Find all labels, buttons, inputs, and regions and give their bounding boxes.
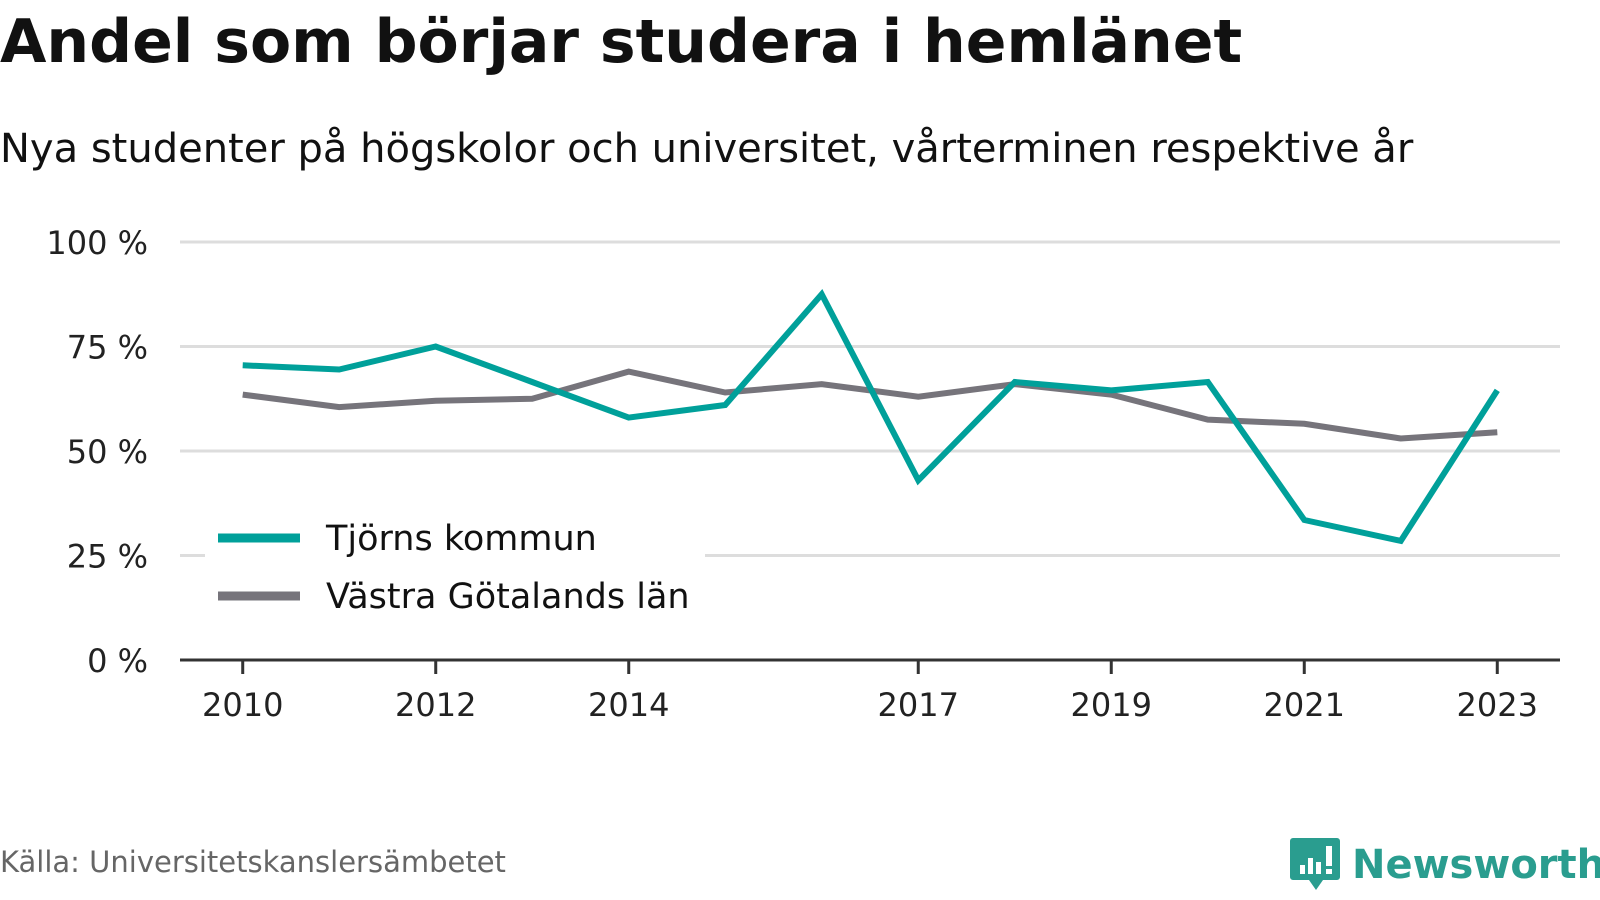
y-axis-ticks: 0 % 25 % 50 % 75 % 100 % <box>46 224 148 680</box>
series-lines <box>242 289 1500 545</box>
brand-name: Newsworthy <box>1352 842 1600 888</box>
x-tick-label: 2010 <box>202 686 283 724</box>
x-tick-label: 2012 <box>395 686 476 724</box>
newsworthy-logo-icon <box>1290 838 1340 890</box>
x-tick-label: 2017 <box>878 686 959 724</box>
series-line <box>242 289 1500 545</box>
x-tick-label: 2021 <box>1264 686 1345 724</box>
chart-title: Andel som börjar studera i hemlänet <box>0 7 1242 77</box>
y-tick-label: 75 % <box>67 329 148 367</box>
legend: Tjörns kommun Västra Götalands län <box>205 505 705 630</box>
x-tick-label: 2019 <box>1071 686 1152 724</box>
gridlines <box>180 240 1560 557</box>
y-tick-label: 50 % <box>67 433 148 471</box>
x-axis: 2010 2012 2014 2017 2019 2021 2023 <box>180 658 1560 724</box>
x-tick-label: 2023 <box>1457 686 1538 724</box>
x-tick-label: 2014 <box>588 686 669 724</box>
legend-background <box>205 505 705 630</box>
brand-logo: Newsworthy <box>1290 838 1600 890</box>
source-note: Källa: Universitetskanslersämbetet <box>0 845 506 879</box>
y-tick-label: 100 % <box>46 224 148 262</box>
y-tick-label: 25 % <box>67 538 148 576</box>
legend-label: Västra Götalands län <box>326 577 690 617</box>
chart-subtitle: Nya studenter på högskolor och universit… <box>0 126 1414 172</box>
legend-label: Tjörns kommun <box>325 519 597 559</box>
y-tick-label: 0 % <box>87 642 148 680</box>
